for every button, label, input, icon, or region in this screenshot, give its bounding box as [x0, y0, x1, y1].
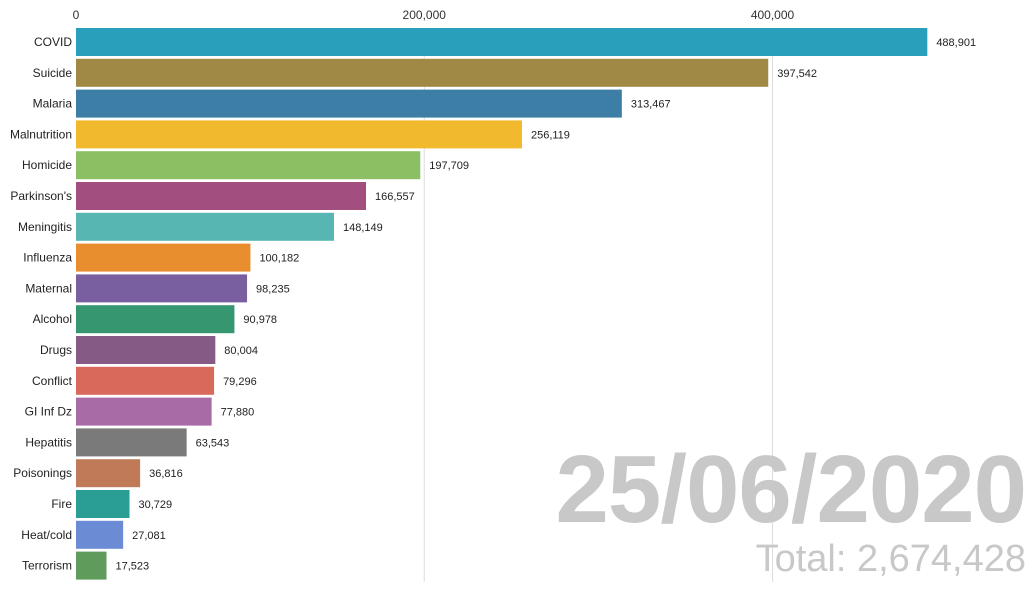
bar-meningitis — [76, 212, 334, 241]
category-label-suicide: Suicide — [33, 66, 73, 80]
value-label-homicide: 197,709 — [429, 160, 469, 172]
value-label-alcohol: 90,978 — [243, 314, 277, 326]
category-label-gi-inf-dz: GI Inf Dz — [25, 405, 72, 419]
category-label-malnutrition: Malnutrition — [10, 127, 72, 141]
bars — [76, 28, 928, 580]
bar-drugs — [76, 336, 216, 364]
category-label-maternal: Maternal — [25, 281, 72, 295]
x-tick-label-400000: 400,000 — [751, 8, 795, 22]
value-label-fire: 30,729 — [139, 499, 173, 511]
value-label-hepatitis: 63,543 — [196, 437, 230, 449]
value-label-maternal: 98,235 — [256, 283, 290, 295]
x-tick-label-200000: 200,000 — [403, 8, 447, 22]
bar-influenza — [76, 243, 251, 272]
x-tick-label-0: 0 — [73, 8, 80, 22]
bar-malaria — [76, 89, 622, 118]
value-label-conflict: 79,296 — [223, 376, 257, 388]
category-label-drugs: Drugs — [40, 343, 72, 357]
value-label-malnutrition: 256,119 — [531, 129, 570, 141]
value-label-terrorism: 17,523 — [116, 561, 150, 573]
bar-alcohol — [76, 305, 235, 334]
labels: COVID 488,901 Suicide 397,542 Malaria 313,467… — [10, 35, 976, 573]
category-label-malaria: Malaria — [33, 97, 73, 111]
total-stamp: Total: 2,674,428 — [755, 538, 1026, 580]
bar-malnutrition — [76, 120, 522, 149]
bar-terrorism — [76, 551, 107, 580]
bar-hepatitis — [76, 428, 187, 457]
value-label-meningitis: 148,149 — [343, 222, 383, 234]
category-label-parkinson-s: Parkinson's — [10, 189, 72, 203]
x-axis-ticks: 0 200,000 400,000 — [73, 8, 795, 22]
category-label-meningitis: Meningitis — [18, 220, 72, 234]
value-label-covid: 488,901 — [936, 37, 976, 49]
category-label-fire: Fire — [51, 497, 72, 511]
category-label-alcohol: Alcohol — [33, 312, 72, 326]
category-label-covid: COVID — [34, 35, 72, 49]
category-label-terrorism: Terrorism — [22, 559, 72, 573]
bar-suicide — [76, 58, 769, 87]
bar-heat-cold — [76, 520, 124, 549]
value-label-gi-inf-dz: 77,880 — [221, 407, 255, 419]
category-label-homicide: Homicide — [22, 158, 72, 172]
value-label-drugs: 80,004 — [224, 345, 258, 357]
gridlines — [423, 28, 774, 582]
value-label-suicide: 397,542 — [777, 68, 817, 80]
category-label-influenza: Influenza — [23, 251, 72, 265]
value-label-parkinson-s: 166,557 — [375, 191, 415, 203]
value-label-poisonings: 36,816 — [149, 468, 183, 480]
bar-homicide — [76, 151, 421, 180]
bar-covid — [76, 28, 928, 56]
value-label-influenza: 100,182 — [259, 253, 299, 265]
bar-gi-inf-dz — [76, 397, 212, 426]
bar-poisonings — [76, 459, 141, 488]
bar-fire — [76, 490, 130, 518]
value-label-malaria: 313,467 — [631, 99, 671, 111]
bar-conflict — [76, 366, 215, 395]
bar-maternal — [76, 274, 248, 303]
bar-parkinson-s — [76, 182, 367, 210]
category-label-conflict: Conflict — [32, 374, 73, 388]
category-label-poisonings: Poisonings — [13, 466, 72, 480]
category-label-heat-cold: Heat/cold — [21, 528, 72, 542]
date-stamp: 25/06/2020 — [555, 436, 1027, 543]
category-label-hepatitis: Hepatitis — [25, 435, 72, 449]
value-label-heat-cold: 27,081 — [132, 530, 166, 542]
